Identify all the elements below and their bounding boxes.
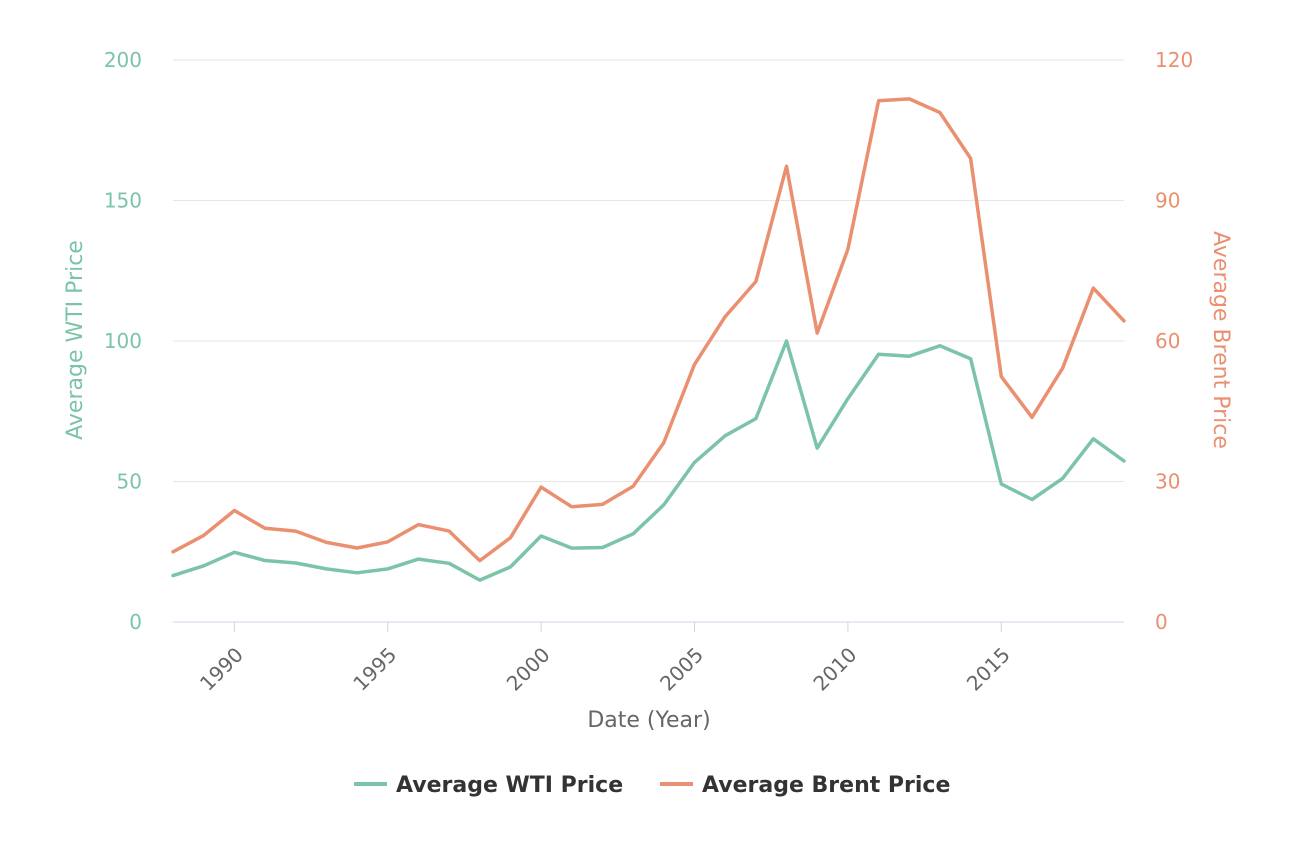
left-tick-label: 150: [104, 189, 142, 213]
brent-data-point: [478, 559, 482, 563]
series-brent: [171, 97, 1126, 563]
wti-data-point: [386, 567, 390, 571]
wti-data-point: [324, 567, 328, 571]
wti-data-point: [355, 571, 359, 575]
wti-data-point: [1091, 437, 1095, 441]
wti-data-point: [202, 564, 206, 568]
wti-data-point: [416, 557, 420, 561]
series-wti: [171, 339, 1126, 582]
wti-data-point: [877, 352, 881, 356]
brent-data-point: [693, 362, 697, 366]
x-axis-title: Date (Year): [587, 708, 710, 733]
wti-data-point: [907, 354, 911, 358]
x-tick-label: 1995: [348, 643, 401, 696]
brent-data-point: [815, 331, 819, 335]
brent-data-point: [171, 550, 175, 554]
left-tick-label: 100: [104, 329, 142, 353]
left-tick-label: 200: [104, 48, 142, 72]
series-lines: [171, 97, 1126, 582]
brent-data-point: [294, 529, 298, 533]
brent-data-point: [324, 540, 328, 544]
brent-data-point: [969, 156, 973, 160]
brent-data-point: [754, 280, 758, 284]
wti-data-point: [846, 397, 850, 401]
legend-item-wti[interactable]: Average WTI Price: [354, 773, 623, 798]
brent-data-point: [785, 164, 789, 168]
wti-data-point: [478, 578, 482, 582]
wti-price-line: [171, 339, 1126, 582]
wti-data-point: [631, 532, 635, 536]
brent-data-point: [723, 315, 727, 319]
brent-data-point: [938, 110, 942, 114]
brent-data-point: [1122, 319, 1126, 323]
wti-data-point: [754, 417, 758, 421]
left-axis-title: Average WTI Price: [63, 240, 88, 440]
wti-data-point: [294, 561, 298, 565]
wti-data-point: [938, 344, 942, 348]
brent-data-point: [631, 484, 635, 488]
gridlines: [173, 59, 1124, 623]
x-axis-ticks: 1990 1995 2000 2005 2010 2015: [195, 622, 1015, 696]
wti-data-point: [570, 546, 574, 550]
x-tick-label: 2010: [808, 643, 861, 696]
right-tick-label: 60: [1155, 329, 1180, 353]
x-tick-label: 2005: [655, 643, 708, 696]
brent-data-point: [263, 526, 267, 530]
wti-data-point: [508, 565, 512, 569]
brent-price-line: [171, 97, 1126, 563]
brent-data-point: [877, 99, 881, 103]
right-tick-label: 120: [1155, 48, 1193, 72]
wti-data-point: [1122, 459, 1126, 463]
brent-data-point: [386, 540, 390, 544]
wti-data-point: [600, 546, 604, 550]
legend-label-brent: Average Brent Price: [702, 773, 950, 798]
brent-data-point: [447, 529, 451, 533]
x-tick-label: 2000: [502, 643, 555, 696]
x-tick-label: 2015: [962, 643, 1015, 696]
x-tick-label: 1990: [195, 643, 248, 696]
brent-data-point: [999, 375, 1003, 379]
legend-label-wti: Average WTI Price: [396, 773, 623, 798]
wti-data-point: [1030, 497, 1034, 501]
brent-data-point: [202, 533, 206, 537]
brent-data-point: [508, 536, 512, 540]
left-axis-ticks: 0 50 100 150 200: [104, 48, 142, 634]
right-axis-ticks: 0 30 60 90 120: [1155, 48, 1193, 634]
wti-data-point: [999, 482, 1003, 486]
right-tick-label: 90: [1155, 189, 1180, 213]
left-tick-label: 0: [129, 610, 142, 634]
left-tick-label: 50: [117, 470, 142, 494]
wti-data-point: [171, 574, 175, 578]
legend: Average WTI Price Average Brent Price: [354, 773, 950, 798]
right-axis-title: Average Brent Price: [1208, 231, 1233, 449]
wti-data-point: [969, 357, 973, 361]
wti-data-point: [447, 561, 451, 565]
right-tick-label: 0: [1155, 610, 1168, 634]
brent-data-point: [662, 441, 666, 445]
wti-data-point: [263, 558, 267, 562]
brent-data-point: [846, 247, 850, 251]
wti-data-point: [232, 550, 236, 554]
wti-data-point: [693, 460, 697, 464]
right-tick-label: 30: [1155, 470, 1180, 494]
wti-data-point: [723, 434, 727, 438]
brent-data-point: [600, 502, 604, 506]
brent-data-point: [1061, 366, 1065, 370]
brent-data-point: [232, 509, 236, 513]
brent-data-point: [570, 505, 574, 509]
legend-item-brent[interactable]: Average Brent Price: [660, 773, 950, 798]
wti-data-point: [785, 339, 789, 343]
brent-data-point: [539, 485, 543, 489]
brent-data-point: [1091, 286, 1095, 290]
wti-data-point: [815, 446, 819, 450]
wti-data-point: [662, 503, 666, 507]
wti-data-point: [539, 534, 543, 538]
brent-data-point: [907, 97, 911, 101]
brent-data-point: [355, 546, 359, 550]
brent-data-point: [416, 523, 420, 527]
brent-data-point: [1030, 415, 1034, 419]
wti-data-point: [1061, 476, 1065, 480]
